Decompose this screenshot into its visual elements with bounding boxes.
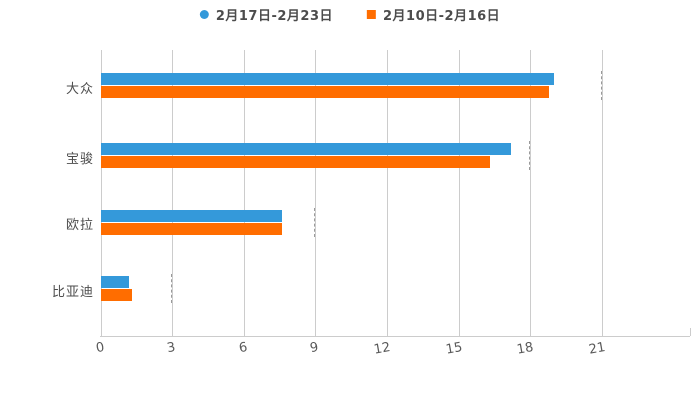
bar-series0-cat1[interactable]: [100, 143, 511, 155]
row-dashed-gridline-marker: [529, 141, 531, 170]
y-axis-label-1: 宝骏: [65, 151, 94, 167]
row-dashed-gridline-marker: [171, 274, 173, 303]
y-axis-label-0: 大众: [65, 81, 94, 97]
row-dashed-gridline-marker: [314, 207, 316, 237]
gridline: [243, 50, 245, 336]
legend-item-1[interactable]: 2月10日-2月16日: [367, 5, 500, 24]
bar-series0-cat2[interactable]: [100, 209, 282, 222]
bar-series0-cat3[interactable]: [100, 276, 130, 288]
legend-square-icon: [367, 10, 376, 19]
legend-label: 2月17日-2月23日: [215, 9, 333, 24]
bar-series0-cat0[interactable]: [100, 73, 554, 85]
x-axis-tick-label: 18: [515, 340, 535, 358]
x-axis-tick-label: 9: [309, 340, 320, 357]
bar-series1-cat3[interactable]: [100, 289, 132, 301]
y-axis-label-2: 欧拉: [65, 218, 94, 233]
bar-series1-cat2[interactable]: [100, 222, 282, 235]
x-axis-tick-label: 12: [372, 340, 392, 358]
legend-circle-icon: [199, 10, 209, 19]
bar-series1-cat0[interactable]: [100, 86, 550, 98]
x-axis-tick-label: 0: [94, 340, 106, 357]
gridline: [458, 50, 460, 336]
gridline: [172, 50, 174, 336]
x-axis-tick-label: 6: [237, 340, 249, 357]
x-axis-end-tick: [689, 328, 691, 336]
legend: 2月17日-2月23日 2月10日-2月16日: [199, 5, 500, 24]
gridline: [530, 50, 532, 336]
x-axis-line: [100, 336, 690, 337]
x-axis-tick-label: 3: [165, 340, 177, 357]
legend-label: 2月10日-2月16日: [383, 9, 501, 24]
x-axis-tick-label: 21: [587, 340, 607, 358]
legend-item-0[interactable]: 2月17日-2月23日: [199, 5, 333, 24]
row-dashed-gridline-marker: [600, 71, 602, 100]
y-axis-label-3: 比亚迪: [51, 284, 94, 300]
gridline: [100, 50, 102, 336]
bar-series1-cat1[interactable]: [100, 156, 490, 168]
gridline: [601, 50, 603, 336]
gridline: [315, 50, 317, 336]
x-axis-tick-label: 15: [444, 340, 464, 358]
gridline: [386, 50, 388, 336]
